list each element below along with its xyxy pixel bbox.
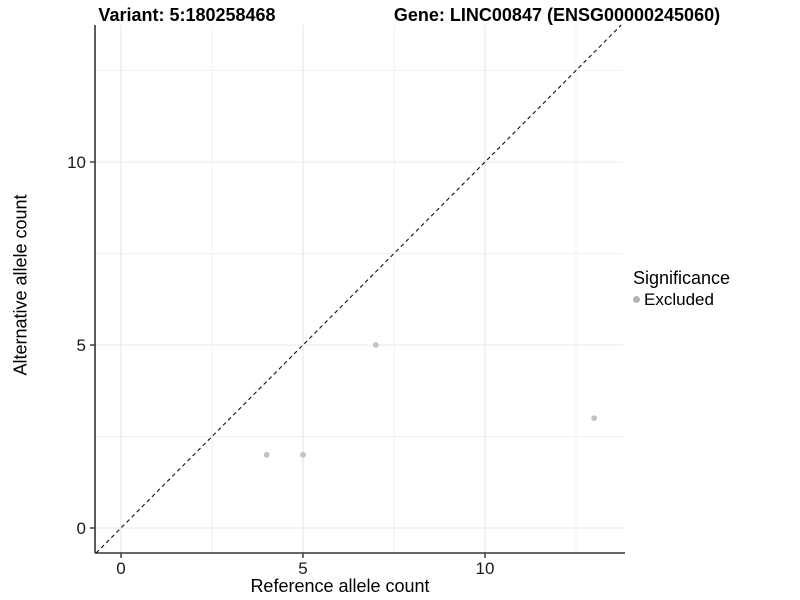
x-axis-title: Reference allele count (250, 576, 430, 596)
y-tick-label: 0 (77, 519, 86, 538)
identity-dashed-line (95, 24, 622, 554)
data-point (372, 342, 379, 348)
legend-item-label: Excluded (644, 290, 714, 309)
legend: Significance Excluded (633, 268, 730, 309)
plot-title-gene: Gene: LINC00847 (ENSG00000245060) (393, 5, 721, 25)
x-tick-label: 10 (476, 559, 495, 578)
legend-title: Significance (633, 268, 731, 288)
legend-item-excluded: Excluded (633, 290, 730, 309)
legend-point-icon (633, 296, 640, 303)
y-tick-label: 10 (67, 153, 86, 172)
data-point (591, 415, 598, 422)
y-axis-title: Alternative allele count (10, 194, 31, 376)
plot-title-variant: Variant: 5:180258468 (98, 5, 276, 25)
x-tick-label: 5 (298, 559, 307, 578)
y-tick-label: 5 (77, 336, 86, 355)
x-tick-label: 0 (116, 559, 125, 578)
data-point (300, 451, 306, 458)
data-point (263, 451, 270, 458)
